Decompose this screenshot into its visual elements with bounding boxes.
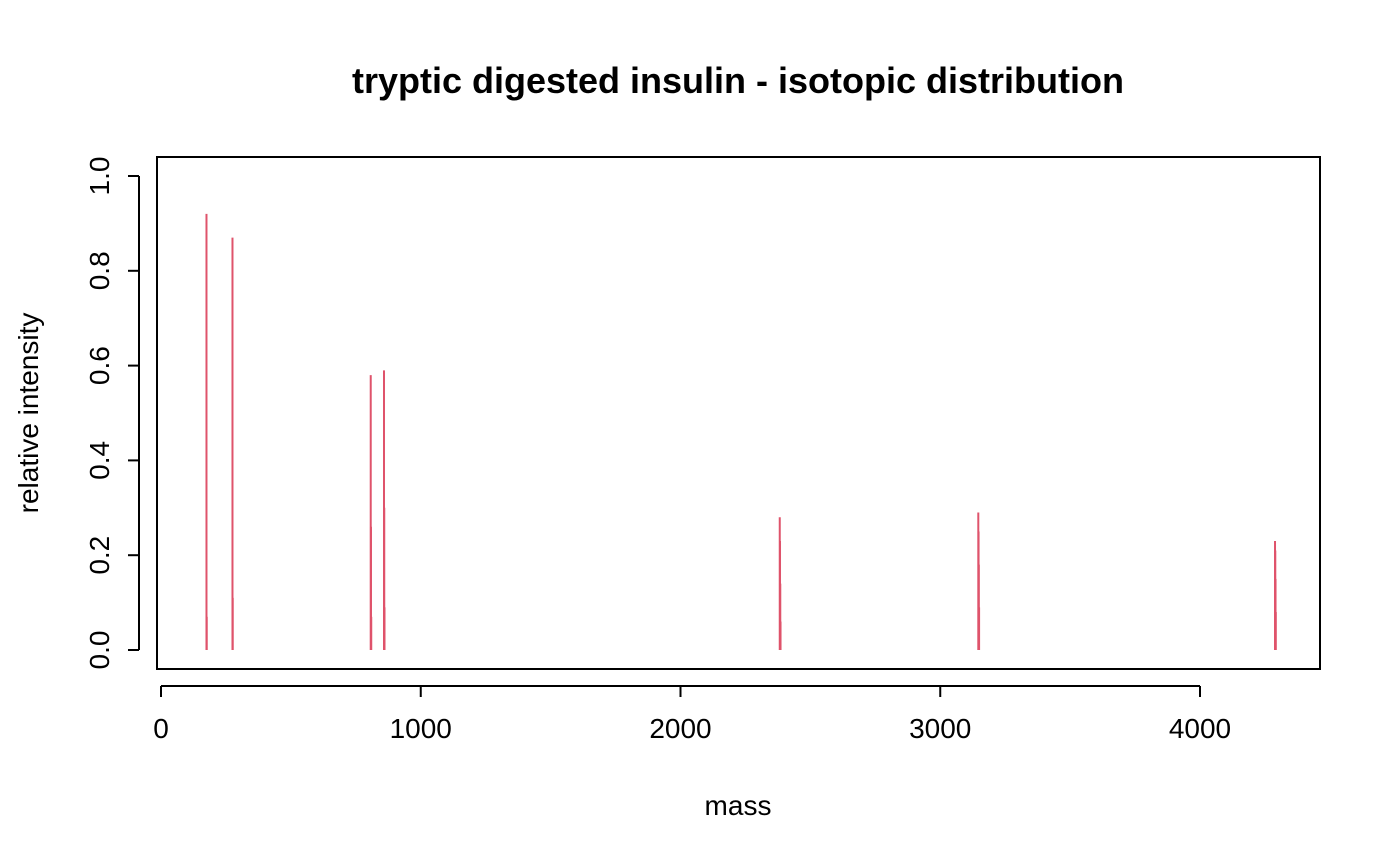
x-tick-label: 1000	[390, 713, 452, 744]
y-axis: 0.0 0.2 0.4 0.6 0.8 1.0	[84, 157, 140, 670]
x-tick-label: 3000	[909, 713, 971, 744]
y-tick-label: 0.2	[84, 536, 115, 575]
x-tick-label: 2000	[649, 713, 711, 744]
y-tick-label: 1.0	[84, 157, 115, 196]
y-axis-label: relative intensity	[13, 313, 44, 514]
x-tick-label: 0	[153, 713, 169, 744]
x-axis-label: mass	[705, 790, 772, 821]
y-tick-label: 0.4	[84, 441, 115, 480]
x-tick-label: 4000	[1169, 713, 1231, 744]
y-tick-label: 0.8	[84, 251, 115, 290]
y-tick-label: 0.6	[84, 346, 115, 385]
peaks-series	[205, 213, 1277, 650]
y-tick-label: 0.0	[84, 631, 115, 670]
chart-title: tryptic digested insulin - isotopic dist…	[352, 60, 1124, 101]
plot-area-border	[156, 156, 1321, 670]
x-axis: 0 1000 2000 3000 4000	[153, 685, 1231, 744]
